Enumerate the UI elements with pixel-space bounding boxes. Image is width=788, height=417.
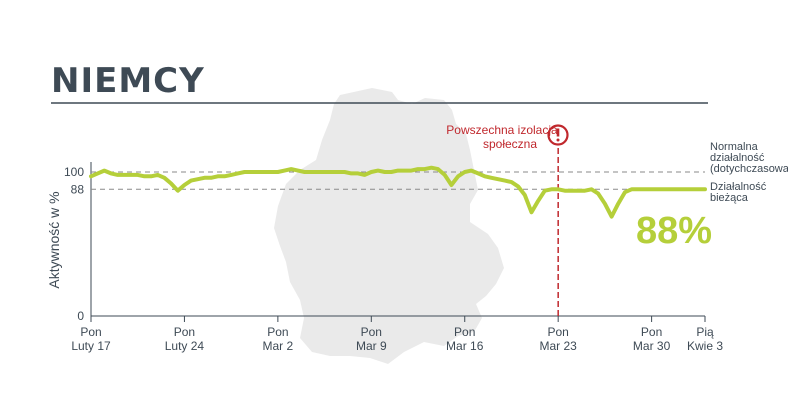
x-tick-label: Kwie 3 bbox=[687, 339, 723, 353]
annotation-normal-line3: (dotychczasowa) bbox=[710, 163, 788, 175]
x-tick-label: Luty 17 bbox=[71, 339, 111, 353]
x-tick-label: Pon bbox=[361, 325, 382, 339]
x-tick-label: Luty 24 bbox=[165, 339, 205, 353]
x-tick-label: Pon bbox=[641, 325, 662, 339]
annotation-normal-line2: działalność bbox=[710, 152, 765, 164]
germany-map-silhouette bbox=[274, 88, 504, 364]
event-label-line2: społeczna bbox=[483, 137, 537, 151]
x-tick-label: Mar 2 bbox=[263, 339, 294, 353]
annotation-normal-line1: Normalna bbox=[710, 141, 759, 153]
annotation-current-line2: bieżąca bbox=[710, 192, 749, 204]
x-tick-label: Mar 30 bbox=[633, 339, 671, 353]
x-tick-label: Mar 16 bbox=[446, 339, 484, 353]
event-label-line1: Powszechna izolacja bbox=[446, 123, 558, 137]
annotation-current-line1: Działalność bbox=[710, 181, 767, 193]
y-tick-label: 88 bbox=[71, 182, 85, 196]
exclamation-circle-icon bbox=[547, 124, 569, 146]
x-tick-label: Pon bbox=[174, 325, 195, 339]
page-title: NIEMCY bbox=[51, 61, 205, 101]
current-value-label: 88% bbox=[636, 210, 712, 252]
series-line-activity bbox=[89, 165, 707, 219]
x-tick-label: Pon bbox=[454, 325, 475, 339]
x-tick-label: Mar 9 bbox=[356, 339, 387, 353]
y-tick-label: 100 bbox=[64, 165, 84, 179]
x-tick-label: Pon bbox=[80, 325, 101, 339]
y-axis-label: Aktywność w % bbox=[46, 191, 62, 288]
x-tick-label: Pią bbox=[696, 325, 714, 339]
y-tick-label: 0 bbox=[77, 309, 84, 323]
x-tick-label: Mar 23 bbox=[539, 339, 577, 353]
x-tick-label: Pon bbox=[547, 325, 568, 339]
x-tick-label: Pon bbox=[267, 325, 288, 339]
